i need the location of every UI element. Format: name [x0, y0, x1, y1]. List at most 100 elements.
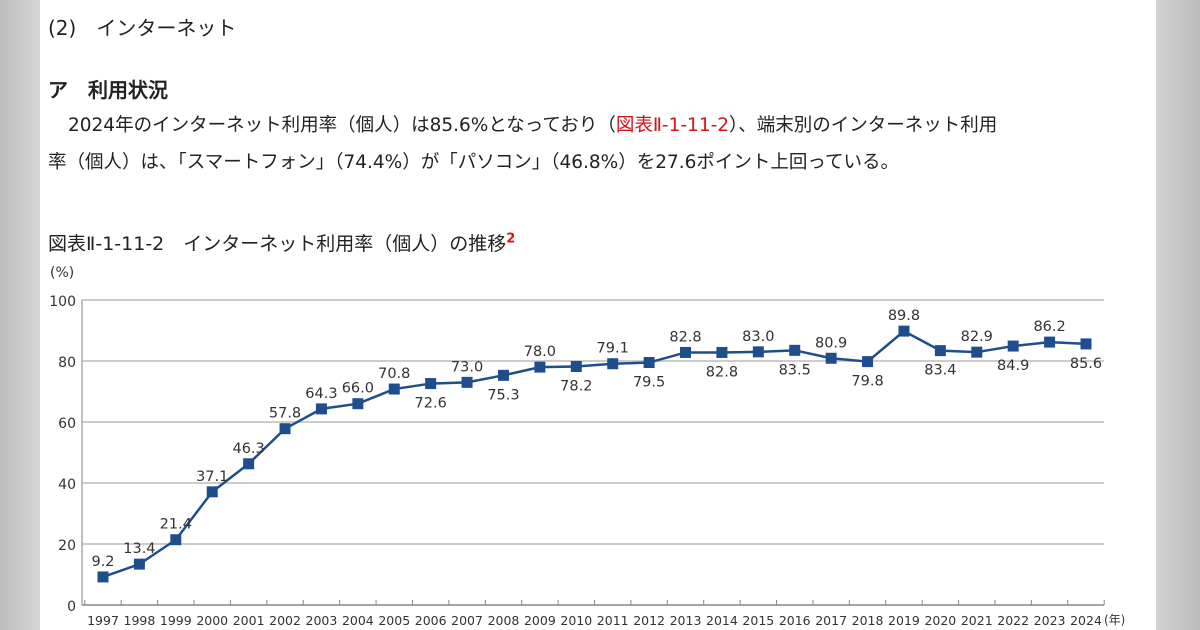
data-label: 79.1: [597, 341, 629, 357]
x-tick-label: 2020: [924, 613, 956, 628]
data-point: [133, 558, 145, 570]
y-axis-label: (%): [50, 265, 74, 281]
x-tick-label: 2009: [524, 613, 556, 628]
data-label: 89.8: [888, 308, 920, 324]
data-label: 80.9: [815, 335, 847, 351]
data-label: 86.2: [1033, 319, 1065, 335]
data-label: 78.0: [524, 344, 556, 360]
data-label: 83.0: [742, 329, 774, 345]
data-point: [170, 534, 182, 546]
data-point: [279, 423, 291, 435]
data-point: [1007, 340, 1019, 352]
x-tick-label: 2012: [633, 613, 665, 628]
x-tick-label: 2006: [415, 613, 447, 628]
data-label: 66.0: [342, 381, 374, 397]
data-point: [934, 345, 946, 357]
data-point: [607, 358, 619, 370]
data-point: [97, 571, 109, 583]
x-tick-label: 2011: [597, 613, 629, 628]
x-tick-label: 2003: [306, 613, 338, 628]
x-tick-label: 2013: [670, 613, 702, 628]
x-tick-label: 2023: [1034, 613, 1066, 628]
data-point: [243, 458, 255, 470]
data-point: [825, 352, 837, 364]
x-tick-label: 2024: [1070, 613, 1102, 628]
x-axis-label: (年): [1104, 613, 1125, 627]
x-tick-label: 2005: [378, 613, 410, 628]
section-heading: (2) インターネット: [48, 16, 237, 40]
x-tick-label: 2021: [961, 613, 993, 628]
data-label: 64.3: [305, 386, 337, 402]
data-point: [643, 357, 655, 369]
x-tick-label: 2002: [269, 613, 301, 628]
data-point: [1080, 338, 1092, 350]
data-point: [752, 346, 764, 358]
data-point: [716, 346, 728, 358]
subsection-heading: ア 利用状況: [48, 78, 168, 102]
series-line: [102, 329, 1087, 579]
background-left: [0, 0, 40, 630]
data-point: [898, 325, 910, 337]
x-tick-label: 2000: [196, 613, 228, 628]
data-point: [206, 486, 218, 498]
y-tick-label: 0: [67, 599, 76, 615]
data-point: [352, 398, 364, 410]
data-label: 83.5: [779, 362, 811, 378]
data-label: 13.4: [123, 541, 155, 557]
data-point: [497, 369, 509, 381]
data-point: [789, 344, 801, 356]
x-tick-label: 2014: [706, 613, 738, 628]
paragraph-line-2: 率（個人）は、「スマートフォン」（74.4%）が「パソコン」（46.8%）を27…: [48, 152, 900, 173]
y-tick-label: 100: [49, 294, 76, 310]
data-label: 84.9: [997, 358, 1029, 374]
data-point: [315, 403, 327, 415]
x-tick-label: 2010: [560, 613, 592, 628]
data-point: [534, 361, 546, 373]
x-tick-label: 2016: [779, 613, 811, 628]
footnote-ref[interactable]: 2: [506, 231, 516, 247]
figure-caption: 図表Ⅱ-1-11-2 インターネット利用率（個人）の推移2: [48, 229, 515, 256]
data-label: 72.6: [415, 396, 447, 412]
x-tick-label: 2008: [488, 613, 520, 628]
data-label: 82.8: [706, 364, 738, 380]
paragraph-text: 2024年のインターネット利用率（個人）は85.6%となっており（: [68, 115, 616, 136]
figure-link[interactable]: 図表Ⅱ-1-11-2: [615, 115, 730, 136]
background-right: [1156, 0, 1200, 630]
data-label: 85.6: [1070, 356, 1102, 372]
data-point: [570, 360, 582, 372]
data-label: 73.0: [451, 359, 483, 375]
data-point: [1044, 336, 1056, 348]
x-tick-label: 2001: [233, 613, 265, 628]
data-label: 79.8: [851, 374, 883, 390]
data-label: 9.2: [91, 554, 114, 570]
data-label: 70.8: [378, 366, 410, 382]
x-tick-label: 2022: [997, 613, 1029, 628]
x-tick-label: 1997: [87, 613, 119, 628]
data-point: [425, 378, 437, 390]
x-tick-label: 2017: [815, 613, 847, 628]
data-label: 75.3: [487, 387, 519, 403]
x-tick-label: 1998: [124, 613, 156, 628]
data-label: 78.2: [560, 378, 592, 394]
x-tick-label: 2019: [888, 613, 920, 628]
x-tick-label: 2007: [451, 613, 483, 628]
data-point: [461, 376, 473, 388]
document-page: (2) インターネット ア 利用状況 2024年のインターネット利用率（個人）は…: [40, 0, 1156, 630]
y-tick-label: 80: [58, 355, 76, 371]
data-label: 46.3: [232, 441, 264, 457]
data-point: [388, 383, 400, 395]
data-label: 37.1: [196, 469, 228, 485]
data-label: 83.4: [924, 363, 956, 379]
figure-caption-text: 図表Ⅱ-1-11-2 インターネット利用率（個人）の推移: [48, 233, 507, 255]
data-point: [971, 346, 983, 358]
paragraph-text: ）、端末別のインターネット利用: [729, 115, 998, 136]
data-label: 21.4: [160, 517, 192, 533]
x-tick-label: 2015: [742, 613, 774, 628]
paragraph-line-1: 2024年のインターネット利用率（個人）は85.6%となっており（図表Ⅱ-1-1…: [68, 111, 997, 137]
data-label: 57.8: [269, 406, 301, 422]
x-tick-label: 2004: [342, 613, 374, 628]
y-tick-label: 60: [58, 416, 76, 432]
x-tick-label: 2018: [852, 613, 884, 628]
data-label: 82.9: [961, 329, 993, 345]
